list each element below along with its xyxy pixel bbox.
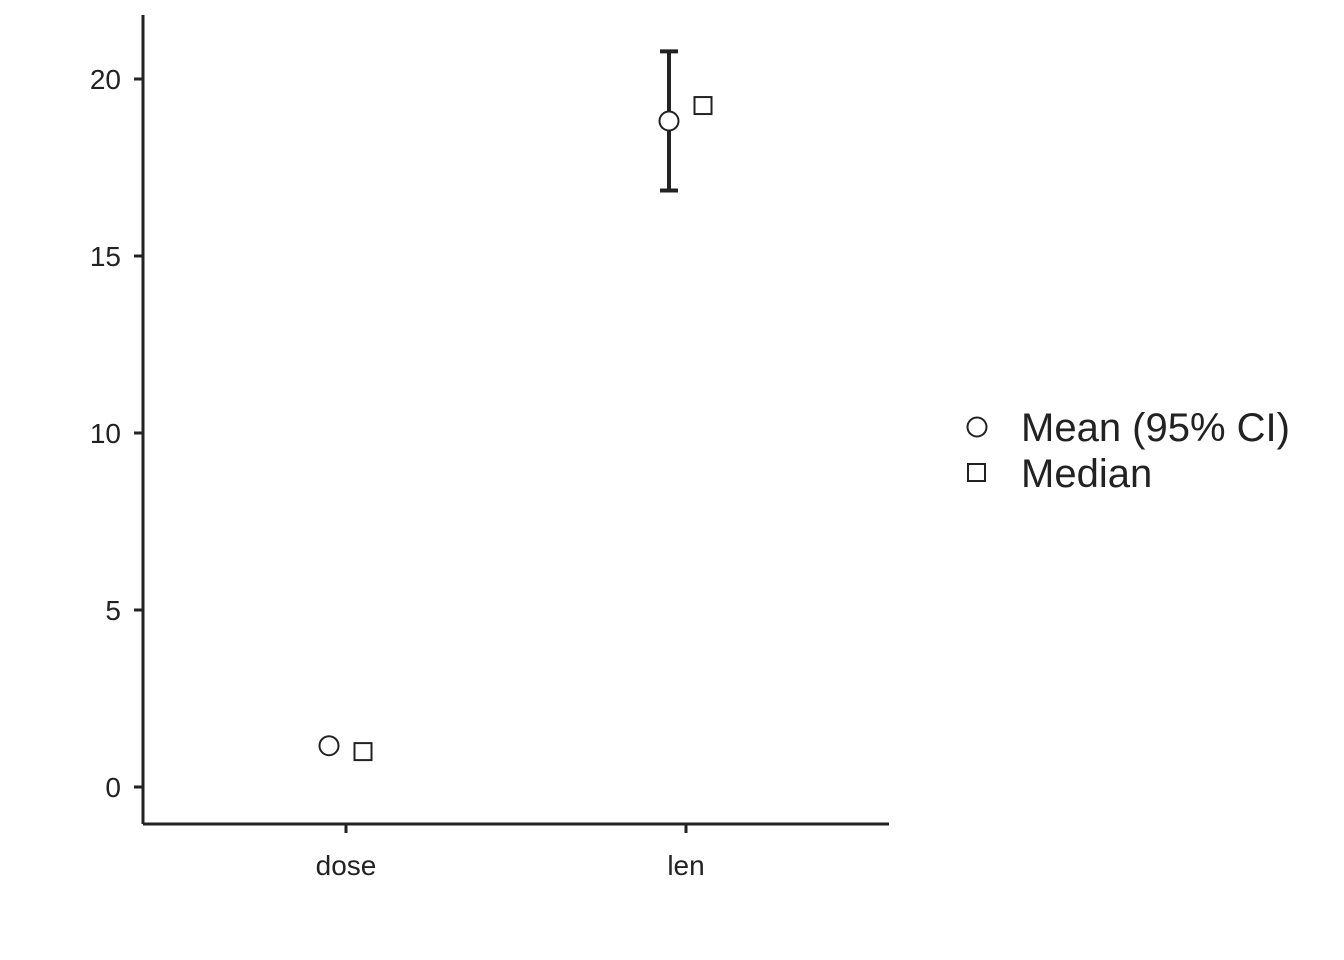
legend: Mean (95% CI) Median [966, 406, 1290, 496]
legend-label-mean: Mean (95% CI) [1021, 406, 1290, 450]
legend-label-median: Median [1021, 452, 1152, 496]
legend-circle-marker [966, 416, 988, 438]
x-ticks: dose len [316, 824, 705, 881]
data-points [318, 96, 713, 762]
x-tick-label: len [667, 850, 704, 881]
axes [141, 15, 889, 826]
x-tick-label: dose [316, 850, 377, 881]
y-tick-label: 20 [90, 64, 121, 95]
y-tick-label: 0 [105, 772, 121, 803]
median-point [353, 742, 373, 762]
y-tick-label: 10 [90, 418, 121, 449]
legend-square-marker [967, 463, 986, 482]
median-point [693, 96, 713, 116]
y-tick-label: 15 [90, 241, 121, 272]
y-ticks: 0 5 10 15 20 [90, 64, 143, 803]
mean-point [318, 735, 340, 757]
y-tick-label: 5 [105, 595, 121, 626]
mean-point [658, 110, 680, 132]
